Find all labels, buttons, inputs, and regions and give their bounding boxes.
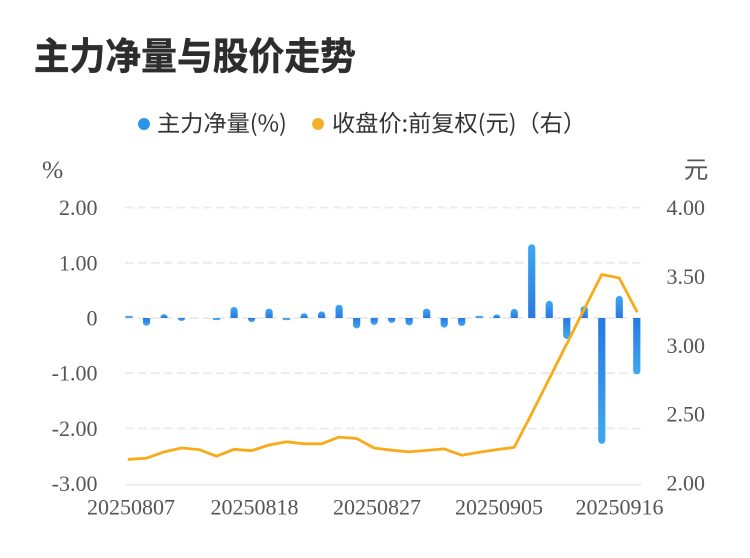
svg-text:20250905: 20250905 [455,495,543,520]
svg-text:4.00: 4.00 [667,195,706,220]
svg-text:2.00: 2.00 [59,195,98,220]
svg-text:2.50: 2.50 [667,402,706,427]
svg-text:%: % [42,155,63,184]
svg-text:3.00: 3.00 [667,333,706,358]
svg-text:0: 0 [87,306,98,331]
svg-text:2.00: 2.00 [667,470,706,495]
svg-text:-2.00: -2.00 [52,416,98,441]
svg-text:20250818: 20250818 [211,495,299,520]
svg-text:20250827: 20250827 [333,495,421,520]
svg-text:3.50: 3.50 [667,264,706,289]
svg-text:-1.00: -1.00 [52,361,98,386]
svg-text:1.00: 1.00 [59,250,98,275]
svg-text:20250807: 20250807 [87,495,175,520]
svg-text:20250916: 20250916 [576,495,664,520]
svg-text:-3.00: -3.00 [52,471,98,496]
